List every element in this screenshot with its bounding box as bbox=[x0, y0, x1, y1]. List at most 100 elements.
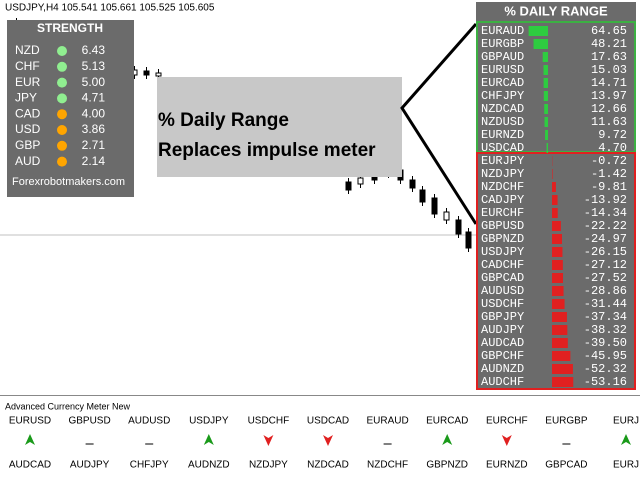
range-value: -0.72 bbox=[591, 154, 627, 168]
candle-body bbox=[409, 179, 416, 189]
pair: GBPAUD bbox=[481, 50, 524, 64]
range-bar bbox=[552, 221, 561, 231]
range-value: -27.52 bbox=[584, 271, 627, 285]
range-bar bbox=[543, 65, 548, 75]
pair: EURUSD bbox=[481, 63, 524, 77]
strength-title: STRENGTH bbox=[37, 21, 103, 35]
strength-panel bbox=[7, 20, 134, 197]
pair: NZDJPY bbox=[481, 167, 524, 181]
range-bar bbox=[552, 338, 568, 348]
meter-pair: AUDNZD bbox=[188, 460, 230, 471]
range-value: -22.22 bbox=[584, 219, 627, 233]
strength-dot bbox=[57, 109, 67, 120]
range-value: -13.92 bbox=[584, 193, 627, 207]
range-value: -37.34 bbox=[584, 310, 627, 324]
strength-dot bbox=[57, 93, 67, 104]
meter-pair: EURJ bbox=[613, 460, 639, 471]
range-value: 48.21 bbox=[591, 37, 627, 51]
strength-value: 2.14 bbox=[82, 154, 106, 168]
pair: NZDUSD bbox=[481, 115, 524, 129]
range-bar bbox=[552, 377, 574, 387]
pair: AUDCAD bbox=[481, 336, 524, 350]
signal-up bbox=[25, 434, 35, 445]
range-bar bbox=[552, 234, 562, 244]
pair: USDJPY bbox=[481, 245, 524, 259]
pair: GBPCHF bbox=[481, 349, 524, 363]
range-value: -9.81 bbox=[591, 180, 627, 194]
range-bar bbox=[552, 299, 565, 309]
meter-pair: EURUSD bbox=[9, 416, 51, 427]
pair: GBPNZD bbox=[481, 232, 524, 246]
meter-pair: EURCHF bbox=[486, 416, 528, 427]
signal-up bbox=[203, 434, 214, 445]
range-bar bbox=[552, 312, 567, 322]
range-value: -45.95 bbox=[584, 349, 627, 363]
range-value: -24.97 bbox=[584, 232, 627, 246]
pair: GBPJPY bbox=[481, 310, 524, 324]
pair: AUDNZD bbox=[481, 362, 524, 376]
range-bar bbox=[552, 169, 553, 179]
strength-dot bbox=[57, 125, 67, 135]
currency: JPY bbox=[15, 91, 37, 105]
currency: CAD bbox=[15, 106, 41, 120]
range-value: -26.15 bbox=[584, 245, 627, 259]
meter-pair: EURJ bbox=[613, 416, 639, 427]
pair: AUDCHF bbox=[481, 375, 524, 389]
range-bar bbox=[552, 351, 571, 361]
pair: GBPUSD bbox=[481, 219, 524, 233]
pair: NZDCHF bbox=[481, 180, 524, 194]
currency: CHF bbox=[15, 59, 40, 73]
strength-value: 5.13 bbox=[82, 59, 106, 73]
callout-text: % Daily Range Replaces impulse meter bbox=[158, 110, 376, 161]
strength-dot bbox=[57, 140, 67, 151]
candle-body bbox=[357, 177, 364, 185]
range-bar bbox=[552, 195, 558, 205]
pair: AUDUSD bbox=[481, 284, 524, 298]
signal-up bbox=[621, 434, 631, 445]
pair: CHFJPY bbox=[481, 89, 524, 103]
range-value: 15.03 bbox=[591, 63, 627, 77]
strength-value: 5.00 bbox=[82, 75, 106, 89]
meter-pair: GBPCAD bbox=[545, 460, 587, 471]
range-value: -52.32 bbox=[584, 362, 627, 376]
candle-body bbox=[455, 219, 462, 235]
pair: CADJPY bbox=[481, 193, 524, 207]
range-bar bbox=[543, 78, 548, 88]
range-bar bbox=[552, 247, 563, 257]
symbol-info: USDJPY,H4 105.541 105.661 105.525 105.60… bbox=[5, 3, 215, 14]
pair: AUDJPY bbox=[481, 323, 524, 337]
daily-range-title: % DAILY RANGE bbox=[504, 3, 608, 18]
currency: NZD bbox=[15, 43, 40, 57]
strength-dot bbox=[57, 61, 67, 72]
range-bar bbox=[544, 117, 548, 127]
pair: CADCHF bbox=[481, 258, 524, 272]
range-bar bbox=[552, 182, 556, 192]
meter-pair: EURNZD bbox=[486, 460, 528, 471]
candle-body bbox=[143, 70, 150, 76]
pair: USDCHF bbox=[481, 297, 524, 311]
callout-box bbox=[157, 77, 402, 177]
range-bar bbox=[552, 260, 563, 270]
meter-pair: EURCAD bbox=[426, 416, 468, 427]
daily-range-rows: EURAUD 64.65 EURGBP 48.21 GBPAUD 17.63 EURUSD 1… bbox=[481, 24, 627, 389]
range-bar bbox=[528, 26, 548, 36]
pair: EURCHF bbox=[481, 206, 524, 220]
range-bar bbox=[533, 39, 548, 49]
range-value: -28.86 bbox=[584, 284, 627, 298]
range-value: 17.63 bbox=[591, 50, 627, 64]
range-bar bbox=[552, 208, 558, 218]
range-value: -14.34 bbox=[584, 206, 627, 220]
currency: GBP bbox=[15, 138, 40, 152]
range-bar bbox=[545, 130, 548, 140]
range-bar bbox=[552, 286, 564, 296]
strength-value: 2.71 bbox=[82, 138, 106, 152]
range-value: -38.32 bbox=[584, 323, 627, 337]
strength-value: 6.43 bbox=[82, 43, 106, 57]
pair: NZDCAD bbox=[481, 102, 524, 116]
signal-down bbox=[263, 435, 274, 446]
meter-pair: CHFJPY bbox=[130, 460, 169, 471]
meter-pair: AUDCAD bbox=[9, 460, 51, 471]
strength-rows: NZD 6.43 CHF 5.13 EUR 5.00 JPY 4.71 CAD 4.00 USD 3.… bbox=[15, 43, 105, 168]
negative-box bbox=[476, 152, 636, 390]
